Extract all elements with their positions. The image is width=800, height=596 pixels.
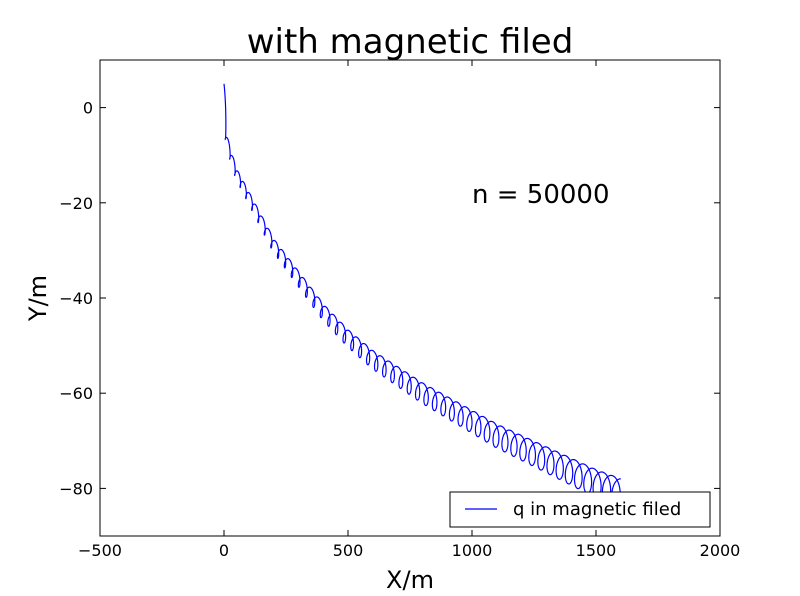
plot-frame — [99, 59, 721, 537]
legend: q in magnetic filed — [449, 491, 711, 528]
x-tick-label: 500 — [333, 541, 364, 560]
x-tick-label: 1000 — [452, 541, 493, 560]
x-tick-label: 0 — [219, 541, 229, 560]
ticks-layer: −500 0 500 1000 1500 2000 0 −20 −40 −60 −80 — [59, 60, 740, 560]
y-tick-label: 0 — [83, 99, 93, 118]
y-tick-label: −40 — [59, 289, 93, 308]
x-tick-label: 2000 — [700, 541, 741, 560]
curve-layer — [223, 83, 621, 507]
chart-title: with magnetic filed — [247, 22, 574, 62]
x-tick-label: 1500 — [576, 541, 617, 560]
y-axis-label: Y/m — [24, 275, 52, 322]
x-axis-label: X/m — [386, 566, 434, 594]
series-q-in-magnetic-filed — [223, 83, 621, 507]
y-tick-label: −60 — [59, 384, 93, 403]
legend-entry-label: q in magnetic filed — [513, 499, 681, 520]
y-tick-label: −20 — [59, 194, 93, 213]
annotation-n: n = 50000 — [472, 180, 610, 210]
plot-area: −500 0 500 1000 1500 2000 0 −20 −40 −60 −80 n = 50… — [59, 59, 740, 560]
x-tick-label: −500 — [78, 541, 122, 560]
y-tick-label: −80 — [59, 479, 93, 498]
